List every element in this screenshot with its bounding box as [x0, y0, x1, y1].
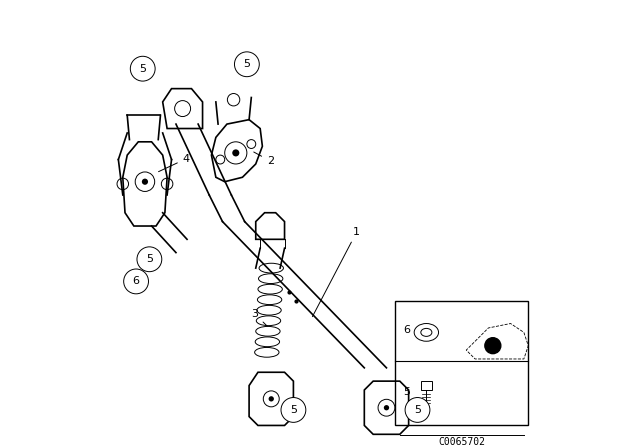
- Circle shape: [232, 149, 239, 156]
- Circle shape: [384, 405, 389, 410]
- Text: 5: 5: [140, 64, 146, 73]
- Text: 5: 5: [290, 405, 297, 415]
- Text: 5: 5: [403, 387, 410, 397]
- Text: 5: 5: [243, 59, 250, 69]
- Circle shape: [131, 56, 155, 81]
- Text: 5: 5: [414, 405, 421, 415]
- Circle shape: [405, 397, 430, 422]
- Text: 5: 5: [146, 254, 153, 264]
- Circle shape: [269, 396, 274, 401]
- Circle shape: [281, 397, 306, 422]
- Text: 6: 6: [403, 325, 410, 335]
- Circle shape: [234, 52, 259, 77]
- Text: C0065702: C0065702: [438, 436, 485, 447]
- Text: 6: 6: [132, 276, 140, 286]
- Circle shape: [124, 269, 148, 294]
- Text: 3: 3: [252, 309, 267, 326]
- Text: 2: 2: [253, 152, 274, 166]
- Circle shape: [137, 247, 162, 271]
- Text: 4: 4: [159, 154, 189, 172]
- Text: 1: 1: [312, 227, 360, 317]
- Circle shape: [485, 338, 501, 353]
- Circle shape: [142, 179, 148, 185]
